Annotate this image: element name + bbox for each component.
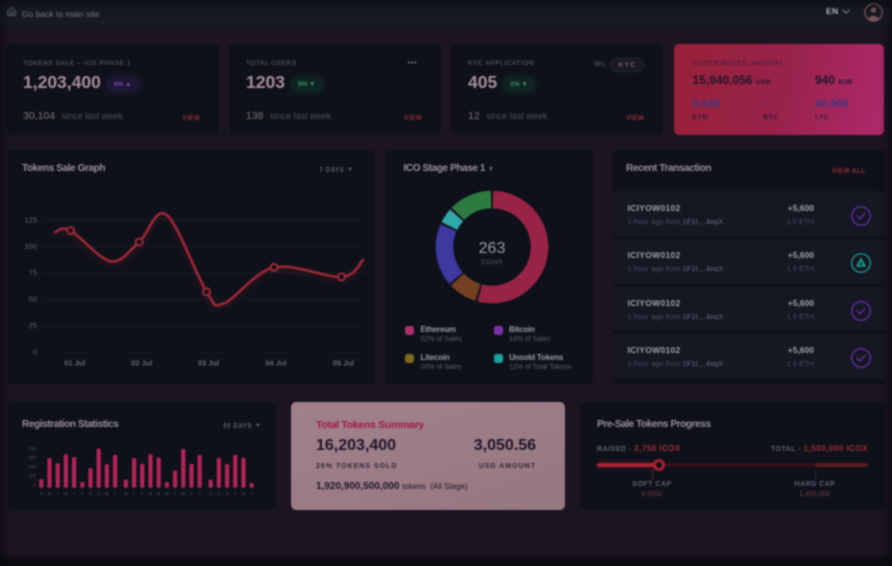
svg-text:T: T (73, 491, 76, 496)
svg-text:S: S (97, 491, 100, 496)
svg-text:T: T (114, 491, 117, 496)
svg-text:W: W (124, 491, 129, 496)
svg-text:0: 0 (33, 482, 36, 487)
svg-text:T: T (250, 491, 253, 496)
svg-text:05 Jul: 05 Jul (333, 359, 354, 368)
svg-text:W: W (181, 491, 186, 496)
svg-text:W: W (241, 491, 246, 496)
svg-text:S: S (217, 491, 220, 496)
svg-text:200: 200 (28, 464, 36, 469)
svg-text:03 Jul: 03 Jul (198, 359, 219, 368)
svg-text:T: T (133, 491, 136, 496)
svg-text:0: 0 (33, 348, 37, 357)
svg-text:125: 125 (24, 215, 37, 224)
svg-text:01 Jul: 01 Jul (64, 359, 85, 368)
svg-text:COINS: COINS (481, 260, 503, 266)
svg-text:50: 50 (29, 295, 37, 304)
svg-text:25: 25 (29, 321, 37, 330)
svg-text:04 Jul: 04 Jul (265, 359, 286, 368)
svg-text:400: 400 (28, 446, 36, 451)
svg-text:M: M (105, 491, 109, 496)
svg-text:S: S (149, 491, 152, 496)
svg-text:F: F (81, 491, 84, 496)
svg-text:S: S (157, 491, 160, 496)
svg-text:263: 263 (479, 240, 506, 257)
svg-text:F: F (141, 491, 144, 496)
svg-text:100: 100 (28, 473, 36, 478)
svg-text:75: 75 (29, 268, 37, 277)
svg-text:100: 100 (24, 242, 37, 251)
svg-text:T: T (56, 491, 59, 496)
svg-text:W: W (64, 491, 69, 496)
svg-text:S: S (209, 491, 212, 496)
svg-text:M: M (165, 491, 169, 496)
svg-text:T: T (234, 491, 237, 496)
svg-text:02 Jul: 02 Jul (131, 359, 152, 368)
svg-text:F: F (198, 491, 201, 496)
svg-text:S: S (40, 491, 43, 496)
svg-text:T: T (174, 491, 177, 496)
svg-text:M: M (225, 491, 229, 496)
svg-text:S: S (89, 491, 92, 496)
svg-text:T: T (190, 491, 193, 496)
svg-text:M: M (48, 491, 52, 496)
svg-text:300: 300 (28, 455, 36, 460)
